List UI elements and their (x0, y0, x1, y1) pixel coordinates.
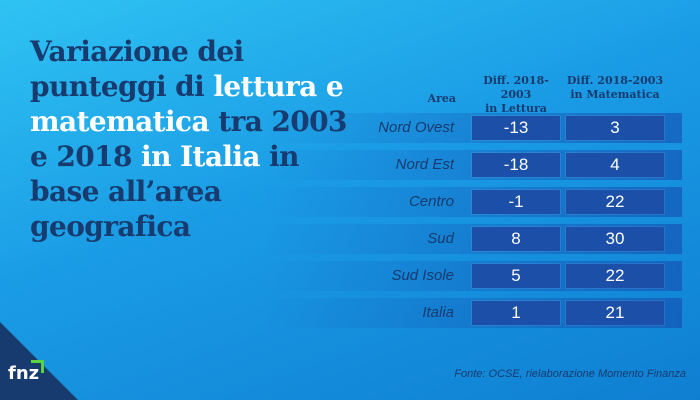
column-header-area: Area (427, 92, 456, 105)
cell-matematica: 22 (566, 264, 664, 288)
column-header-lettura-line1: Diff. 2018-2003 (483, 74, 549, 101)
logo-arrow-icon (31, 360, 44, 373)
row-label: Italia (422, 304, 454, 321)
row-label: Sud Isole (391, 267, 454, 284)
row-label: Nord Est (395, 156, 454, 173)
title-text-1: Variazione dei punteggi di (30, 35, 244, 103)
cell-lettura: -1 (472, 190, 560, 214)
cell-lettura: 5 (472, 264, 560, 288)
cell-lettura: 1 (472, 301, 560, 325)
table-row: Sud Isole 5 22 (262, 261, 682, 291)
title-highlight-1: lettura e matematica (30, 70, 344, 138)
cell-matematica: 4 (566, 153, 664, 177)
title-highlight-2: in Italia (141, 140, 261, 173)
table-row: Sud 8 30 (262, 224, 682, 254)
cell-matematica: 30 (566, 227, 664, 251)
column-header-lettura: Diff. 2018-2003 in Lettura (472, 74, 560, 115)
row-label: Nord Ovest (378, 119, 454, 136)
row-label: Centro (408, 193, 454, 210)
logo-text: fnz (8, 363, 40, 384)
table-row: Nord Ovest -13 3 (262, 113, 682, 143)
cell-lettura: -18 (472, 153, 560, 177)
cell-matematica: 22 (566, 190, 664, 214)
cell-matematica: 3 (566, 116, 664, 140)
cell-lettura: -13 (472, 116, 560, 140)
column-header-matematica-line1: Diff. 2018-2003 (566, 74, 664, 87)
column-header-matematica-line2: in Matematica (570, 88, 660, 101)
row-label: Sud (427, 230, 454, 247)
table-row: Italia 1 21 (262, 298, 682, 328)
column-header-matematica: Diff. 2018-2003 in Matematica (566, 74, 664, 106)
cell-lettura: 8 (472, 227, 560, 251)
source-note: Fonte: OCSE, rielaborazione Momento Fina… (454, 368, 686, 380)
table-row: Nord Est -18 4 (262, 150, 682, 180)
column-header-lettura-line2: in Lettura (485, 102, 547, 115)
cell-matematica: 21 (566, 301, 664, 325)
table-row: Centro -1 22 (262, 187, 682, 217)
